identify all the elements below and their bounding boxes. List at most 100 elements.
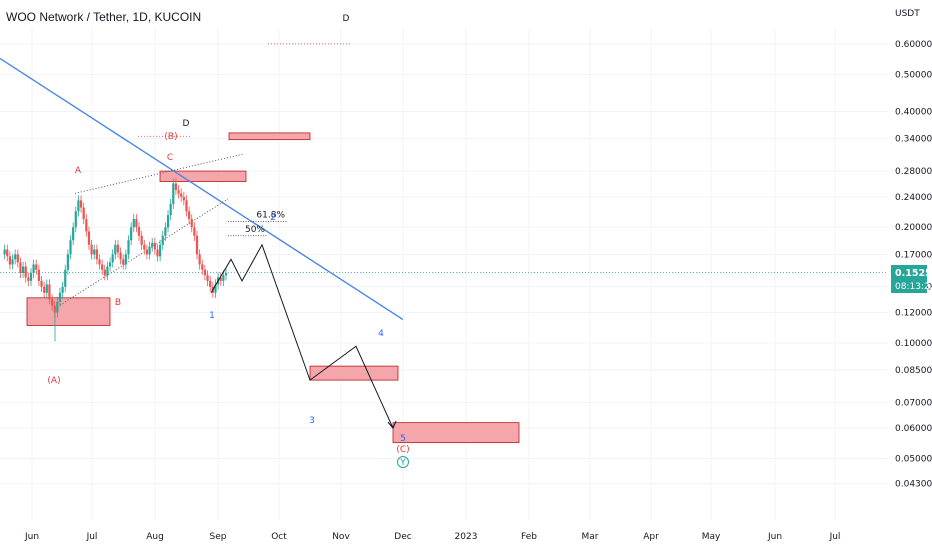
candle-body	[103, 269, 106, 276]
x-tick-label: Mar	[582, 532, 599, 542]
candle-body	[124, 254, 127, 265]
y-tick-label: 0.50000	[895, 70, 932, 80]
candle-body	[56, 301, 59, 313]
candle-body	[172, 183, 175, 204]
candle-body	[64, 269, 67, 287]
projection-arrowhead	[387, 420, 397, 430]
wave-label: D	[183, 119, 190, 129]
wave-label: 1	[209, 311, 215, 321]
y-tick-label: 0.60000	[895, 40, 932, 50]
price-axis[interactable]: 0.60000 0.50000 0.40000 0.34000 0.28000 0.240…	[895, 40, 932, 490]
candle-body	[111, 254, 114, 263]
candle-body	[66, 254, 69, 270]
candle-body	[148, 246, 151, 255]
candle-body	[101, 264, 104, 270]
x-tick-label: Jun	[24, 532, 39, 542]
y-tick-label: 0.07000	[895, 398, 932, 408]
candle-body	[145, 249, 149, 255]
x-tick-label: Oct	[271, 532, 287, 542]
candle-body	[135, 219, 138, 228]
candle-body	[122, 259, 125, 265]
candle-body	[14, 254, 17, 260]
candle-body	[143, 244, 146, 250]
target-zones	[26, 132, 520, 444]
y-tick-label: 0.05000	[895, 455, 932, 465]
candle-body	[3, 249, 6, 255]
candle-body	[74, 211, 77, 228]
candle-body	[53, 305, 56, 313]
candle-body	[43, 286, 46, 293]
x-tick-label: Dec	[394, 532, 411, 542]
candle-body	[37, 269, 40, 281]
candle-body	[198, 254, 201, 265]
candle-body	[174, 183, 178, 190]
x-tick-label: Feb	[521, 532, 537, 542]
candle-body	[32, 264, 35, 274]
wave-label-circle	[397, 456, 409, 468]
fib-level-label: 61.8%	[256, 210, 285, 220]
wave-label: Y	[399, 458, 406, 468]
y-tick-label: 0.06000	[895, 424, 932, 434]
candle-body	[16, 254, 19, 263]
candle-body	[127, 240, 130, 255]
wave-label: (B)	[164, 132, 177, 142]
y-tick-label: 0.34000	[895, 135, 932, 145]
target-zone	[392, 422, 520, 444]
y-tick-label: 0.20000	[895, 223, 932, 233]
candle-body	[203, 269, 207, 276]
candle-body	[61, 286, 64, 293]
candle-body	[222, 275, 225, 281]
candle-body	[130, 227, 133, 241]
y-tick-label: 0.40000	[895, 108, 932, 118]
candle-body	[219, 277, 222, 281]
candle-body	[108, 262, 112, 267]
candle-body	[8, 256, 12, 265]
descending-trendline	[0, 57, 404, 321]
candle-body	[19, 262, 22, 274]
projection-path	[210, 243, 397, 430]
candle-body	[166, 215, 170, 228]
x-tick-label: Jun	[767, 532, 782, 542]
candle-body	[182, 196, 185, 201]
candle-body	[90, 244, 93, 255]
wave-labels: A B C (A) (B) D D 1 2 3 4 5(C) Y	[47, 14, 410, 468]
wave-label: D	[343, 14, 350, 24]
candle-body	[95, 249, 98, 260]
candle-body	[21, 266, 25, 274]
time-axis[interactable]: Jun Jul Aug Sep Oct Nov Dec 2023 Feb Mar Apr May Jun…	[24, 532, 840, 542]
candle-body	[79, 200, 83, 208]
lower-channel-line	[54, 198, 229, 309]
candle-body	[40, 280, 43, 287]
projection-line	[210, 243, 394, 429]
candle-body	[188, 211, 191, 220]
wave-label: B	[115, 298, 121, 308]
candle-body	[224, 273, 228, 276]
y-tick-label: 0.12000	[895, 308, 932, 318]
candle-body	[82, 207, 85, 220]
candle-body	[164, 227, 167, 236]
price-badge-countdown: 08:13:22	[895, 282, 932, 292]
candle-body	[45, 284, 48, 293]
y-tick-label: 0.10000	[895, 339, 932, 349]
candle-body	[132, 219, 135, 228]
candle-body	[153, 242, 156, 250]
chart-title: WOO Network / Tether, 1D, KUCOIN	[6, 10, 202, 24]
candle-body	[190, 219, 193, 228]
wave-label: 4	[378, 329, 384, 339]
y-tick-label: 0.17000	[895, 250, 932, 260]
candle-body	[201, 264, 204, 270]
candle-body	[161, 235, 164, 245]
candle-body	[140, 235, 143, 245]
wave-label: C	[167, 153, 173, 163]
x-tick-label: Sep	[210, 532, 227, 542]
candle-body	[214, 284, 217, 293]
wave-label: (A)	[47, 376, 60, 386]
candle-body	[185, 200, 188, 212]
y-tick-label: 0.24000	[895, 193, 932, 203]
wave-label: A	[75, 166, 82, 176]
x-tick-label: Nov	[332, 532, 350, 542]
wave-label: 3	[309, 416, 315, 426]
candle-body	[98, 259, 101, 265]
target-zone	[309, 365, 399, 381]
